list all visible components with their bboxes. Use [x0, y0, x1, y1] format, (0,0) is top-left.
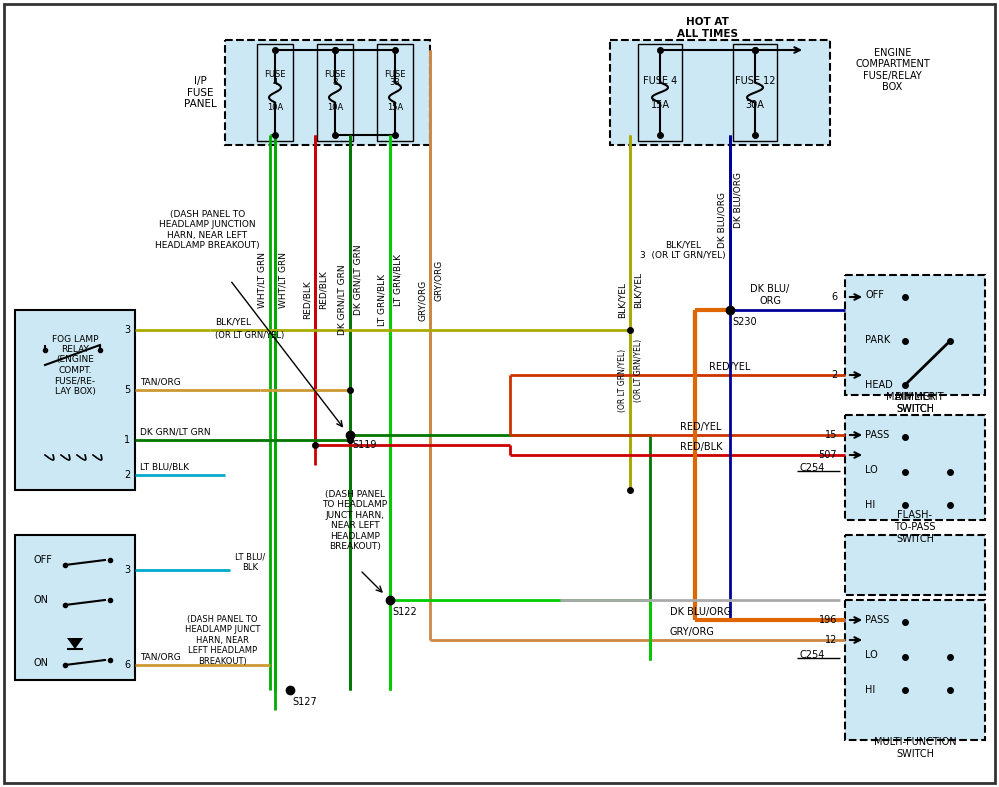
- Bar: [610, 40, 830, 145]
- Text: FUSE: FUSE: [325, 70, 346, 79]
- Bar: [845, 535, 985, 595]
- Text: 10A: 10A: [267, 103, 283, 112]
- Text: 1: 1: [124, 435, 130, 445]
- Text: RED/BLK: RED/BLK: [319, 271, 328, 309]
- Text: S230: S230: [732, 317, 757, 327]
- Text: 3: 3: [124, 325, 130, 335]
- Bar: [733, 44, 777, 141]
- Text: (DASH PANEL
TO HEADLAMP
JUNCT HARN,
NEAR LEFT
HEADLAMP
BREAKOUT): (DASH PANEL TO HEADLAMP JUNCT HARN, NEAR…: [323, 490, 388, 551]
- Text: HI: HI: [865, 500, 875, 510]
- Text: (OR LT GRN/YEL): (OR LT GRN/YEL): [617, 349, 626, 412]
- Text: ON: ON: [33, 595, 48, 605]
- Text: LO: LO: [865, 650, 878, 660]
- Text: HOT AT
ALL TIMES: HOT AT ALL TIMES: [677, 17, 738, 39]
- Text: 5: 5: [124, 385, 130, 395]
- Text: 4: 4: [273, 78, 278, 87]
- Text: ENGINE
COMPARTMENT
FUSE/RELAY
BOX: ENGINE COMPARTMENT FUSE/RELAY BOX: [855, 47, 930, 92]
- Text: GRY/ORG: GRY/ORG: [418, 279, 427, 320]
- Text: FUSE: FUSE: [385, 70, 406, 79]
- Text: GRY/ORG: GRY/ORG: [434, 260, 443, 301]
- Text: FLASH-
TO-PASS
SWITCH: FLASH- TO-PASS SWITCH: [894, 511, 936, 544]
- Text: BLK/YEL
3  (OR LT GRN/YEL): BLK/YEL 3 (OR LT GRN/YEL): [640, 240, 725, 260]
- Text: LT GRN/BLK: LT GRN/BLK: [378, 274, 387, 326]
- Text: WHT/LT GRN: WHT/LT GRN: [258, 252, 267, 308]
- Text: 6: 6: [124, 660, 130, 670]
- Text: GRY/ORG: GRY/ORG: [670, 627, 715, 637]
- Text: 3: 3: [124, 565, 130, 575]
- Text: (OR LT GRN/YEL): (OR LT GRN/YEL): [633, 338, 642, 401]
- Text: MAIN LIGHT
SWITCH: MAIN LIGHT SWITCH: [886, 392, 944, 414]
- Bar: [845, 415, 985, 520]
- Text: BLK/YEL: BLK/YEL: [633, 272, 642, 308]
- Text: FUSE 4: FUSE 4: [643, 76, 677, 86]
- Text: 12: 12: [824, 635, 837, 645]
- Bar: [15, 535, 135, 680]
- Bar: [845, 600, 985, 740]
- Text: C254: C254: [799, 650, 825, 660]
- Text: PASS: PASS: [865, 615, 889, 625]
- Text: (DASH PANEL TO
HEADLAMP JUNCTION
HARN, NEAR LEFT
HEADLAMP BREAKOUT): (DASH PANEL TO HEADLAMP JUNCTION HARN, N…: [155, 210, 260, 250]
- Text: TAN/ORG: TAN/ORG: [140, 378, 181, 386]
- Text: DK BLU/ORG: DK BLU/ORG: [670, 607, 731, 617]
- Text: HEAD: HEAD: [865, 380, 893, 390]
- Bar: [257, 44, 293, 141]
- Text: FOG LAMP
RELAY
(ENGINE
COMPT.
FUSE/RE-
LAY BOX): FOG LAMP RELAY (ENGINE COMPT. FUSE/RE- L…: [52, 334, 98, 396]
- Text: BLK/YEL: BLK/YEL: [215, 317, 251, 327]
- Text: RED/BLK: RED/BLK: [303, 281, 312, 320]
- Text: 15: 15: [824, 430, 837, 440]
- Text: 2: 2: [124, 470, 130, 480]
- Text: DK BLU/ORG: DK BLU/ORG: [733, 172, 742, 228]
- Bar: [225, 40, 430, 145]
- Text: DK GRN/LT GRN: DK GRN/LT GRN: [140, 427, 211, 437]
- Bar: [317, 44, 353, 141]
- Text: LT BLU/
BLK: LT BLU/ BLK: [235, 552, 266, 571]
- Text: DK BLU/
ORG: DK BLU/ ORG: [750, 284, 789, 306]
- Text: 507: 507: [818, 450, 837, 460]
- Text: 196: 196: [818, 615, 837, 625]
- Text: 33: 33: [390, 78, 401, 87]
- Text: (OR LT GRN/YEL): (OR LT GRN/YEL): [215, 331, 285, 339]
- Text: C254: C254: [799, 463, 825, 473]
- Bar: [377, 44, 413, 141]
- Bar: [845, 275, 985, 395]
- Text: DK GRN/LT GRN: DK GRN/LT GRN: [338, 264, 347, 335]
- Bar: [638, 44, 682, 141]
- Text: ON: ON: [33, 658, 48, 668]
- Text: 30A: 30A: [745, 99, 764, 109]
- Text: FUSE 12: FUSE 12: [734, 76, 775, 86]
- Text: WHT/LT GRN: WHT/LT GRN: [279, 252, 288, 308]
- Text: MULTI-FUNCTION
SWITCH: MULTI-FUNCTION SWITCH: [874, 737, 956, 759]
- Text: PASS: PASS: [865, 430, 889, 440]
- Text: RED/BLK: RED/BLK: [680, 442, 722, 452]
- Text: DK GRN/LT GRN: DK GRN/LT GRN: [354, 245, 363, 316]
- Text: BLK/YEL: BLK/YEL: [617, 282, 626, 318]
- Text: 6: 6: [831, 292, 837, 302]
- Text: OFF: OFF: [865, 290, 884, 300]
- Text: (DASH PANEL TO
HEADLAMP JUNCT
HARN, NEAR
LEFT HEADLAMP
BREAKOUT): (DASH PANEL TO HEADLAMP JUNCT HARN, NEAR…: [185, 615, 261, 666]
- Text: OFF: OFF: [33, 555, 52, 565]
- Text: HI: HI: [865, 685, 875, 695]
- Text: S119: S119: [353, 440, 378, 450]
- Text: DIMMER
SWITCH: DIMMER SWITCH: [895, 392, 935, 414]
- Polygon shape: [67, 638, 83, 649]
- Text: TAN/ORG: TAN/ORG: [140, 652, 181, 662]
- Text: RED/YEL: RED/YEL: [680, 422, 721, 432]
- Text: 15A: 15A: [387, 103, 404, 112]
- Text: DK BLU/ORG: DK BLU/ORG: [717, 192, 726, 248]
- Bar: [15, 310, 135, 490]
- Text: LT GRN/BLK: LT GRN/BLK: [394, 254, 403, 306]
- Text: FUSE: FUSE: [265, 70, 286, 79]
- Text: LT BLU/BLK: LT BLU/BLK: [140, 463, 189, 471]
- Text: S127: S127: [293, 697, 318, 707]
- Text: S122: S122: [393, 607, 418, 617]
- Text: 15A: 15A: [650, 99, 669, 109]
- Text: 8: 8: [333, 78, 338, 87]
- Text: RED/YEL: RED/YEL: [709, 362, 750, 372]
- Text: 2: 2: [831, 370, 837, 380]
- Text: I/P
FUSE
PANEL: I/P FUSE PANEL: [184, 76, 217, 109]
- Text: 10A: 10A: [327, 103, 343, 112]
- Text: PARK: PARK: [865, 335, 890, 345]
- Text: LO: LO: [865, 465, 878, 475]
